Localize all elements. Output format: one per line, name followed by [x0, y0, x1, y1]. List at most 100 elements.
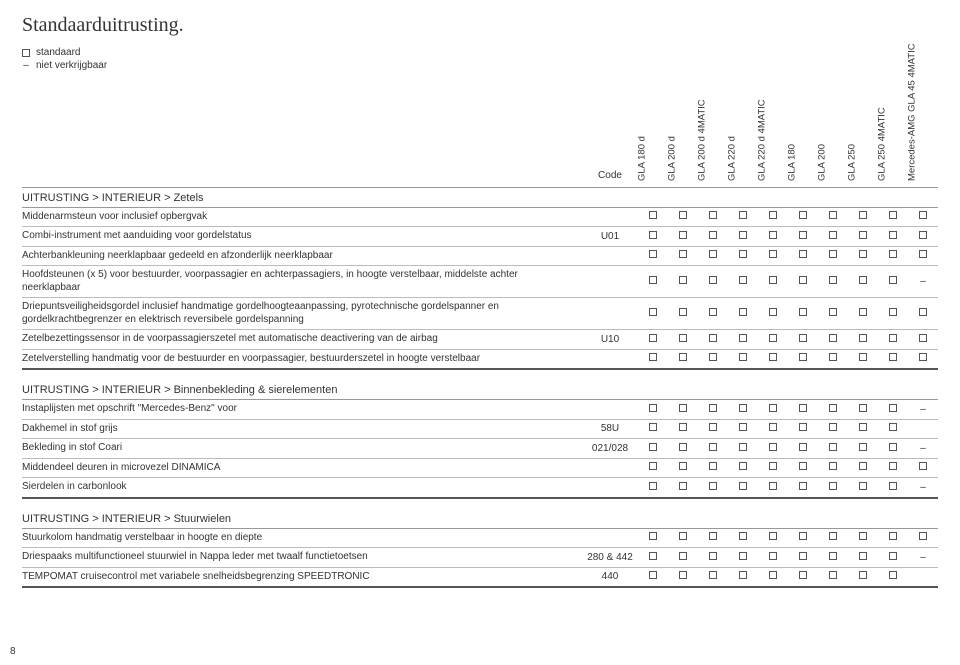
row-cell: [728, 548, 758, 568]
square-icon: [649, 231, 657, 239]
section-heading: UITRUSTING > INTERIEUR > Stuurwielen: [22, 509, 938, 529]
section-heading: UITRUSTING > INTERIEUR > Binnenbekleding…: [22, 380, 938, 400]
square-icon: [859, 462, 867, 470]
square-icon: [649, 250, 657, 258]
square-icon: [859, 231, 867, 239]
row-code: [582, 208, 638, 227]
square-icon: [799, 462, 807, 470]
row-cell: [698, 529, 728, 548]
square-icon: [919, 250, 927, 258]
square-icon: [919, 462, 927, 470]
row-code: [582, 298, 638, 330]
square-icon: [739, 211, 747, 219]
square-icon: [889, 552, 897, 560]
square-icon: [709, 462, 717, 470]
row-cell: [728, 227, 758, 247]
square-icon: [889, 353, 897, 361]
table-row: Driepuntsveiligheidsgordel inclusief han…: [22, 298, 938, 330]
row-cell: [698, 349, 728, 369]
table-row: Combi-instrument met aanduiding voor gor…: [22, 227, 938, 247]
square-icon: [649, 211, 657, 219]
square-icon: [709, 231, 717, 239]
square-icon: [889, 334, 897, 342]
square-icon: [799, 353, 807, 361]
variant-header: GLA 220 d: [727, 136, 738, 181]
row-label: Zetelbezettingssensor in de voorpassagie…: [22, 330, 582, 350]
square-icon: [709, 482, 717, 490]
square-icon: [889, 250, 897, 258]
row-cell: [848, 208, 878, 227]
square-icon: [919, 211, 927, 219]
square-icon: [709, 552, 717, 560]
row-code: U10: [582, 330, 638, 350]
equipment-table: Stuurkolom handmatig verstelbaar in hoog…: [22, 529, 938, 589]
row-cell: [878, 529, 908, 548]
row-cell: [758, 419, 788, 439]
row-cell: [698, 330, 728, 350]
row-cell: [788, 567, 818, 587]
row-cell: [848, 298, 878, 330]
row-cell: [818, 439, 848, 459]
row-cell: [848, 458, 878, 478]
row-cell: [818, 529, 848, 548]
square-icon: [889, 532, 897, 540]
square-icon: [799, 532, 807, 540]
row-cell: [638, 266, 668, 298]
page-number: 8: [10, 646, 16, 657]
table-row: Achterbankleuning neerklapbaar gedeeld e…: [22, 246, 938, 266]
square-icon: [679, 353, 687, 361]
row-cell: [878, 478, 908, 498]
row-cell: [638, 529, 668, 548]
row-label: Bekleding in stof Coari: [22, 439, 582, 459]
row-cell: [758, 439, 788, 459]
square-icon: [769, 552, 777, 560]
row-cell: [848, 400, 878, 419]
row-cell: [848, 349, 878, 369]
square-icon: [829, 482, 837, 490]
row-cell: [698, 419, 728, 439]
square-icon: [889, 462, 897, 470]
row-cell: [728, 400, 758, 419]
row-cell: [818, 208, 848, 227]
row-cell: [788, 548, 818, 568]
square-icon: [919, 532, 927, 540]
variant-header: GLA 200 d: [667, 136, 678, 181]
square-icon: [649, 482, 657, 490]
row-cell: [638, 419, 668, 439]
variant-header: Mercedes-AMG GLA 45 4MATIC: [907, 43, 918, 181]
row-cell: [698, 227, 728, 247]
row-cell: [878, 439, 908, 459]
row-cell: [668, 458, 698, 478]
row-cell: [728, 330, 758, 350]
square-icon: [889, 308, 897, 316]
square-icon: [799, 571, 807, 579]
table-row: Zetelbezettingssensor in de voorpassagie…: [22, 330, 938, 350]
row-cell: [728, 208, 758, 227]
row-cell: [758, 349, 788, 369]
row-cell: [788, 478, 818, 498]
square-icon: [709, 532, 717, 540]
row-cell: [878, 298, 908, 330]
equipment-section: UITRUSTING > INTERIEUR > StuurwielenStuu…: [22, 509, 938, 589]
row-cell: [728, 298, 758, 330]
row-cell: [638, 400, 668, 419]
row-cell: [668, 567, 698, 587]
square-icon: [889, 404, 897, 412]
row-cell: [848, 548, 878, 568]
table-row: Dakhemel in stof grijs58U: [22, 419, 938, 439]
code-header: Code: [582, 77, 638, 187]
square-icon: [829, 532, 837, 540]
row-label: Middenarmsteun voor inclusief opbergvak: [22, 208, 582, 227]
square-icon: [919, 308, 927, 316]
row-cell: [638, 246, 668, 266]
row-cell: [758, 330, 788, 350]
table-row: Middendeel deuren in microvezel DINAMICA: [22, 458, 938, 478]
square-icon: [739, 353, 747, 361]
table-row: Bekleding in stof Coari021/028–: [22, 439, 938, 459]
variant-header: GLA 250: [847, 144, 858, 181]
square-icon: [649, 532, 657, 540]
square-icon: [889, 276, 897, 284]
row-cell: [908, 458, 938, 478]
square-icon: [649, 334, 657, 342]
square-icon: [739, 443, 747, 451]
